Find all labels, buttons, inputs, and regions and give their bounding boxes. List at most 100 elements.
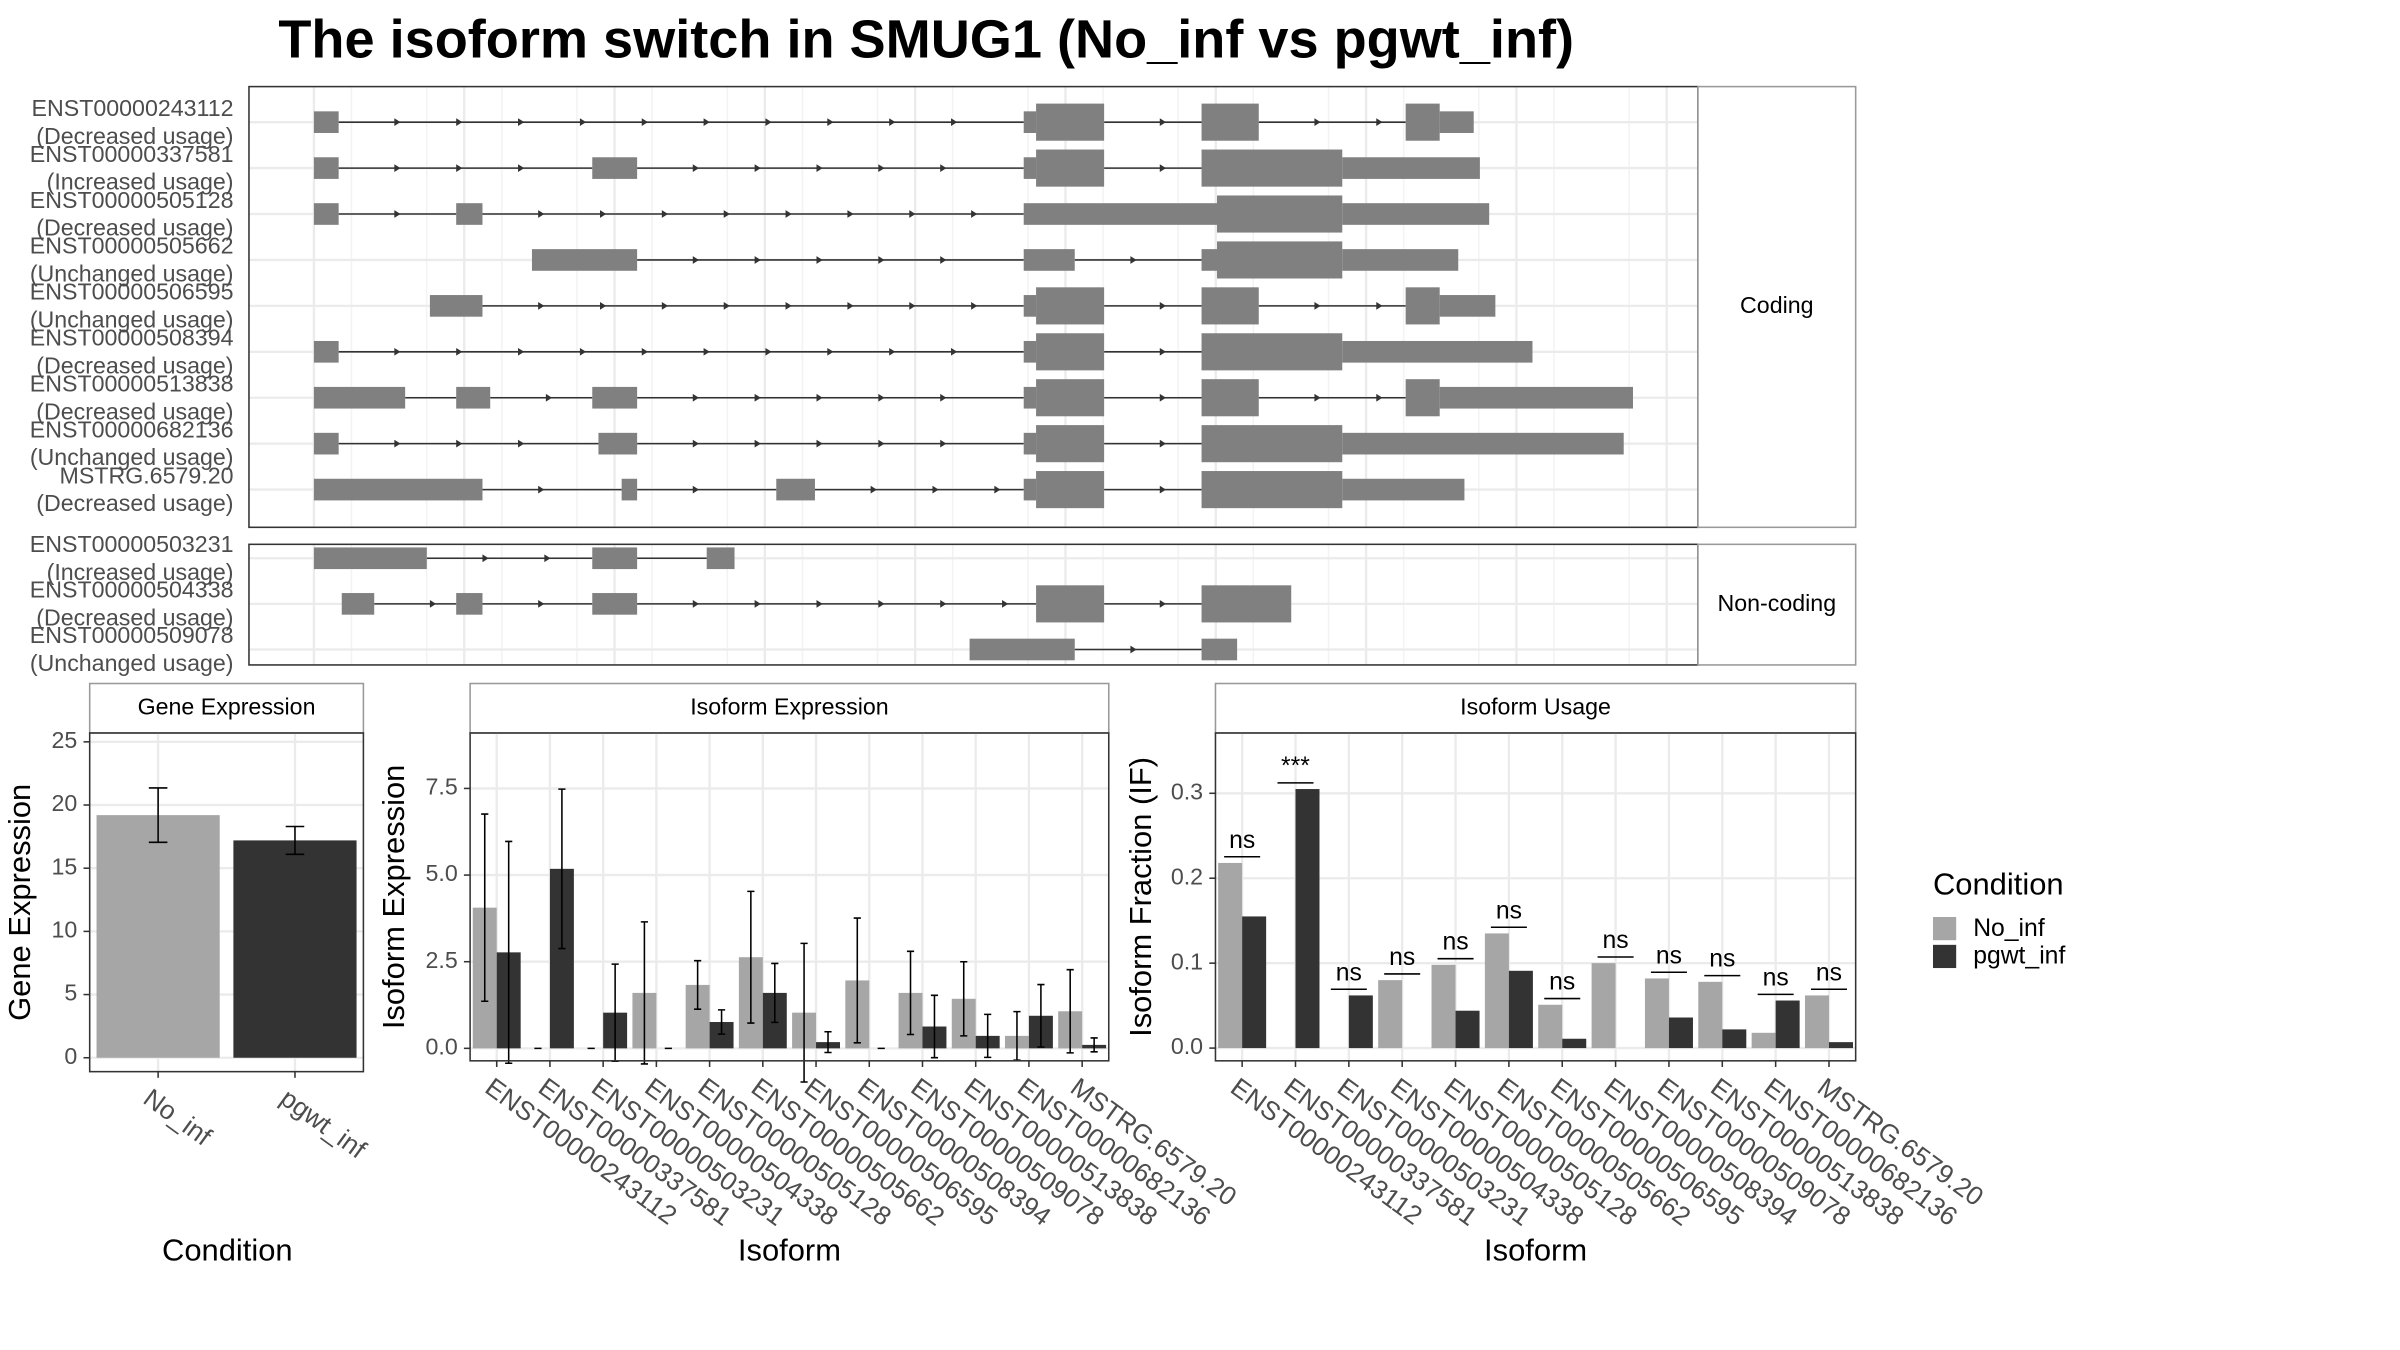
intron-arrow bbox=[692, 164, 699, 172]
intron-arrow bbox=[703, 347, 710, 356]
exon bbox=[1342, 340, 1533, 363]
y-tick-label: 2.5 bbox=[425, 947, 457, 973]
error-bar bbox=[285, 825, 305, 856]
intron-arrow bbox=[816, 439, 823, 448]
exon bbox=[592, 386, 638, 409]
intron-arrow bbox=[723, 210, 730, 218]
intron-arrow bbox=[518, 164, 525, 172]
exon bbox=[1201, 585, 1292, 623]
panel-title: Gene Expression bbox=[138, 693, 316, 719]
exon bbox=[1036, 287, 1105, 325]
error-bar bbox=[906, 950, 915, 1036]
exon bbox=[706, 547, 735, 570]
transcript-usage: (Decreased usage) bbox=[36, 352, 233, 378]
intron-arrow bbox=[538, 600, 545, 608]
intron-arrow bbox=[816, 256, 823, 264]
significance-label: ns bbox=[1336, 959, 1362, 986]
significance-label: ns bbox=[1496, 897, 1522, 924]
transcript-id: ENST00000504338 bbox=[30, 577, 234, 603]
intron-arrow bbox=[909, 210, 916, 218]
intron-arrow bbox=[1376, 393, 1383, 402]
intron-arrow bbox=[641, 118, 648, 127]
facet-strip bbox=[1697, 543, 1857, 666]
intron-arrow bbox=[661, 210, 669, 218]
exon bbox=[592, 593, 638, 615]
intron-arrow bbox=[661, 302, 669, 310]
intron-arrow bbox=[641, 347, 648, 356]
intron-arrow bbox=[940, 600, 947, 608]
intron-arrow bbox=[1159, 600, 1166, 608]
transcript-id: ENST00000682136 bbox=[30, 416, 234, 442]
y-axis-title: Gene Expression bbox=[2, 784, 37, 1021]
transcript-usage: (Unchanged usage) bbox=[30, 306, 234, 332]
exon bbox=[776, 478, 815, 501]
intron-arrow bbox=[878, 600, 885, 608]
significance-label: ns bbox=[1389, 944, 1415, 971]
exon bbox=[1201, 333, 1343, 371]
exon bbox=[1023, 157, 1037, 179]
intron-arrow bbox=[932, 485, 939, 494]
significance-label: ns bbox=[1229, 827, 1255, 854]
y-tick-label: 25 bbox=[52, 727, 78, 753]
intron-arrow bbox=[723, 302, 730, 310]
intron-arrow bbox=[754, 439, 761, 448]
intron-arrow bbox=[940, 393, 947, 402]
intron-arrow bbox=[692, 256, 699, 264]
bar bbox=[1295, 789, 1320, 1049]
exon bbox=[341, 593, 375, 615]
intron-arrow bbox=[600, 302, 607, 310]
bar bbox=[233, 840, 357, 1058]
intron-arrow bbox=[1314, 393, 1321, 402]
significance-label: ns bbox=[1656, 942, 1682, 969]
exon bbox=[1023, 478, 1037, 501]
transcript-id: MSTRG.6579.20 bbox=[60, 462, 234, 488]
x-axis-title: Condition bbox=[162, 1233, 293, 1268]
exon bbox=[1342, 432, 1624, 455]
figure-title: The isoform switch in SMUG1 (No_inf vs p… bbox=[278, 10, 1574, 70]
error-bar bbox=[694, 959, 702, 1010]
transcript-usage: (Decreased usage) bbox=[36, 398, 233, 424]
error-bar bbox=[984, 1013, 992, 1059]
transcript-id: ENST00000509078 bbox=[30, 622, 234, 648]
exon bbox=[1036, 379, 1105, 417]
exon bbox=[1201, 249, 1218, 271]
transcript-usage: (Decreased usage) bbox=[36, 490, 233, 516]
exon bbox=[1036, 585, 1105, 623]
y-tick-label: 0.1 bbox=[1171, 948, 1203, 974]
transcript-id: ENST00000508394 bbox=[30, 325, 234, 351]
y-tick-label: 7.5 bbox=[425, 774, 457, 800]
error-bar bbox=[505, 840, 513, 1065]
facet-label: Non-coding bbox=[1718, 590, 1837, 616]
intron-arrow bbox=[1159, 439, 1166, 448]
intron-arrow bbox=[1159, 118, 1166, 127]
intron-arrow bbox=[878, 439, 885, 448]
intron-arrow bbox=[827, 347, 834, 356]
transcript-id: ENST00000503231 bbox=[30, 531, 234, 557]
exon bbox=[1405, 287, 1440, 325]
transcript-usage: (Unchanged usage) bbox=[30, 650, 234, 676]
transcript-usage: (Decreased usage) bbox=[36, 604, 233, 630]
significance-label: ns bbox=[1603, 927, 1629, 954]
exon bbox=[592, 547, 638, 570]
exon bbox=[1342, 249, 1459, 271]
intron-arrow bbox=[692, 393, 699, 402]
intron-arrow bbox=[816, 393, 823, 402]
panel-strip bbox=[1214, 682, 1857, 734]
intron-arrow bbox=[1376, 302, 1383, 310]
exon bbox=[1023, 111, 1037, 133]
intron-arrow bbox=[889, 347, 896, 356]
intron-arrow bbox=[785, 210, 792, 218]
intron-arrow bbox=[951, 347, 958, 356]
bar bbox=[1218, 862, 1243, 1049]
intron-arrow bbox=[545, 393, 553, 402]
exon bbox=[1342, 478, 1465, 501]
intron-arrow bbox=[878, 164, 885, 172]
intron-arrow bbox=[1130, 645, 1137, 654]
intron-arrow bbox=[394, 439, 401, 448]
exon bbox=[531, 249, 638, 271]
exon bbox=[313, 111, 339, 133]
plot-panel bbox=[1215, 732, 1856, 1061]
intron-arrow bbox=[940, 256, 947, 264]
exon bbox=[1023, 203, 1218, 225]
